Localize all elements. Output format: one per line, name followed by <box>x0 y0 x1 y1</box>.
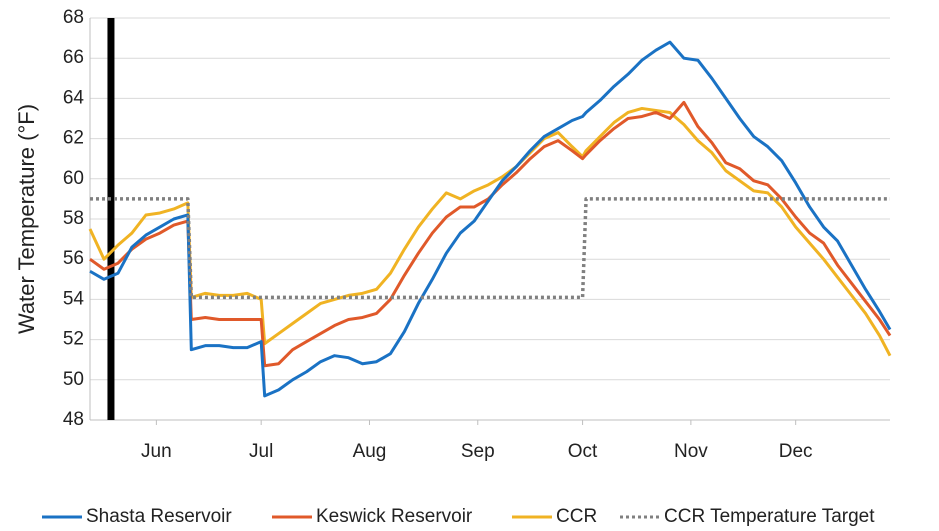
series-line <box>90 197 890 300</box>
y-tick-label: 62 <box>63 128 84 149</box>
x-tick-label: Oct <box>568 441 598 462</box>
y-tick-label: 54 <box>63 288 85 309</box>
y-tick-label: 66 <box>63 47 84 68</box>
x-tick-label: Aug <box>353 441 387 462</box>
x-tick-label: Dec <box>779 441 813 462</box>
y-tick-label: 58 <box>63 208 84 229</box>
x-tick-label: Jul <box>249 441 273 462</box>
y-tick-label: 60 <box>63 168 84 189</box>
y-tick-label: 56 <box>63 248 84 269</box>
y-tick-label: 50 <box>63 369 84 390</box>
x-tick-label: Sep <box>461 441 495 462</box>
y-tick-label: 64 <box>63 87 85 108</box>
y-tick-label: 68 <box>63 7 84 28</box>
legend-label: CCR <box>556 506 597 527</box>
y-tick-label: 48 <box>63 409 84 430</box>
legend-label: CCR Temperature Target <box>664 506 875 527</box>
y-axis-label: Water Temperature (°F) <box>14 104 39 334</box>
series-line <box>89 40 892 398</box>
y-tick-label: 52 <box>63 329 84 350</box>
x-tick-label: Jun <box>141 441 172 462</box>
legend-label: Shasta Reservoir <box>86 506 232 527</box>
x-tick-label: Nov <box>674 441 708 462</box>
legend-label: Keswick Reservoir <box>316 506 473 527</box>
series-line <box>88 106 892 357</box>
series-line <box>89 100 892 368</box>
